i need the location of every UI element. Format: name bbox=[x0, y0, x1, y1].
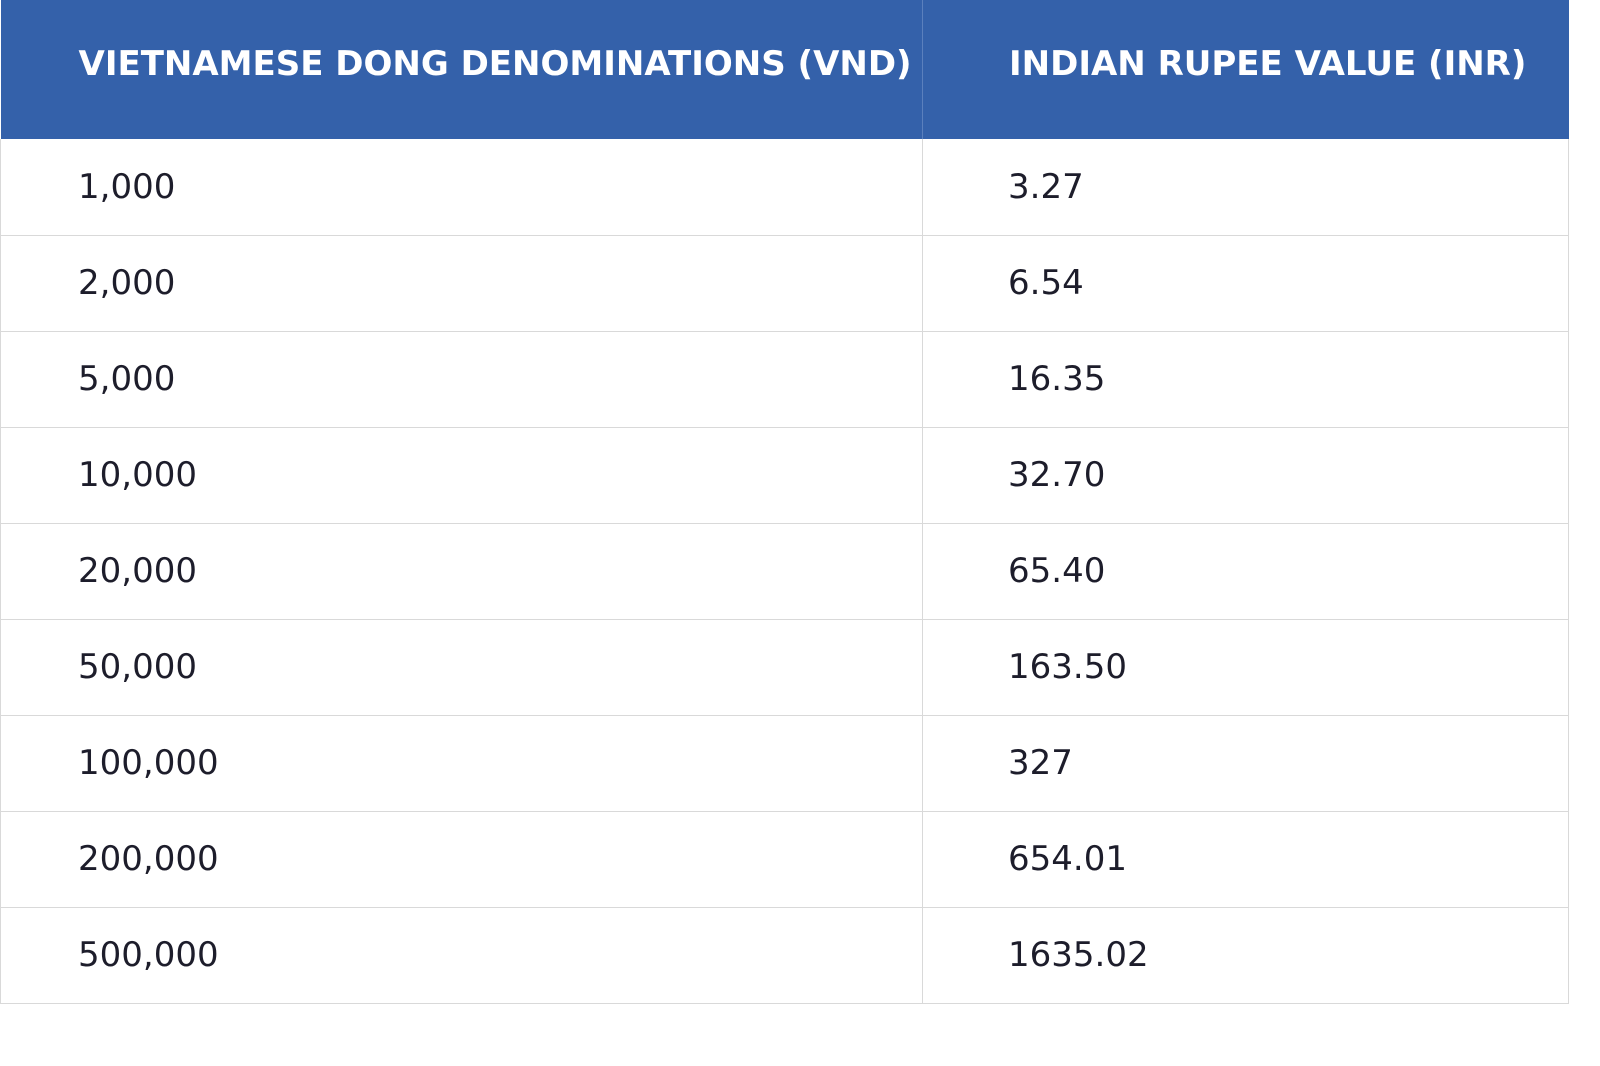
table-header-row: VIETNAMESE DONG DENOMINATIONS (VND) INDI… bbox=[0, 0, 1569, 139]
inr-cell: 327 bbox=[922, 715, 1569, 812]
inr-cell: 1635.02 bbox=[922, 907, 1569, 1004]
vnd-cell: 500,000 bbox=[0, 907, 923, 1004]
inr-cell: 654.01 bbox=[922, 811, 1569, 908]
conversion-table-container: VIETNAMESE DONG DENOMINATIONS (VND) INDI… bbox=[0, 0, 1569, 1004]
vnd-cell: 1,000 bbox=[0, 139, 923, 236]
vnd-cell: 200,000 bbox=[0, 811, 923, 908]
inr-cell: 6.54 bbox=[922, 235, 1569, 332]
inr-cell: 32.70 bbox=[922, 427, 1569, 524]
table-row: 10,000 32.70 bbox=[0, 427, 1569, 524]
table-row: 50,000 163.50 bbox=[0, 619, 1569, 716]
vnd-cell: 5,000 bbox=[0, 331, 923, 428]
inr-cell: 16.35 bbox=[922, 331, 1569, 428]
vnd-cell: 20,000 bbox=[0, 523, 923, 620]
table-row: 500,000 1635.02 bbox=[0, 907, 1569, 1004]
table-body: 1,000 3.27 2,000 6.54 5,000 16.35 10,000… bbox=[0, 139, 1569, 1004]
table-row: 200,000 654.01 bbox=[0, 811, 1569, 908]
table-row: 1,000 3.27 bbox=[0, 139, 1569, 236]
table-row: 100,000 327 bbox=[0, 715, 1569, 812]
header-inr-value: INDIAN RUPEE VALUE (INR) bbox=[922, 0, 1569, 139]
table-row: 20,000 65.40 bbox=[0, 523, 1569, 620]
vnd-inr-conversion-table: VIETNAMESE DONG DENOMINATIONS (VND) INDI… bbox=[0, 0, 1569, 1004]
inr-cell: 65.40 bbox=[922, 523, 1569, 620]
header-vnd-denominations: VIETNAMESE DONG DENOMINATIONS (VND) bbox=[0, 0, 923, 139]
inr-cell: 3.27 bbox=[922, 139, 1569, 236]
table-row: 5,000 16.35 bbox=[0, 331, 1569, 428]
inr-cell: 163.50 bbox=[922, 619, 1569, 716]
vnd-cell: 10,000 bbox=[0, 427, 923, 524]
vnd-cell: 100,000 bbox=[0, 715, 923, 812]
vnd-cell: 50,000 bbox=[0, 619, 923, 716]
vnd-cell: 2,000 bbox=[0, 235, 923, 332]
table-row: 2,000 6.54 bbox=[0, 235, 1569, 332]
table-header: VIETNAMESE DONG DENOMINATIONS (VND) INDI… bbox=[0, 0, 1569, 139]
